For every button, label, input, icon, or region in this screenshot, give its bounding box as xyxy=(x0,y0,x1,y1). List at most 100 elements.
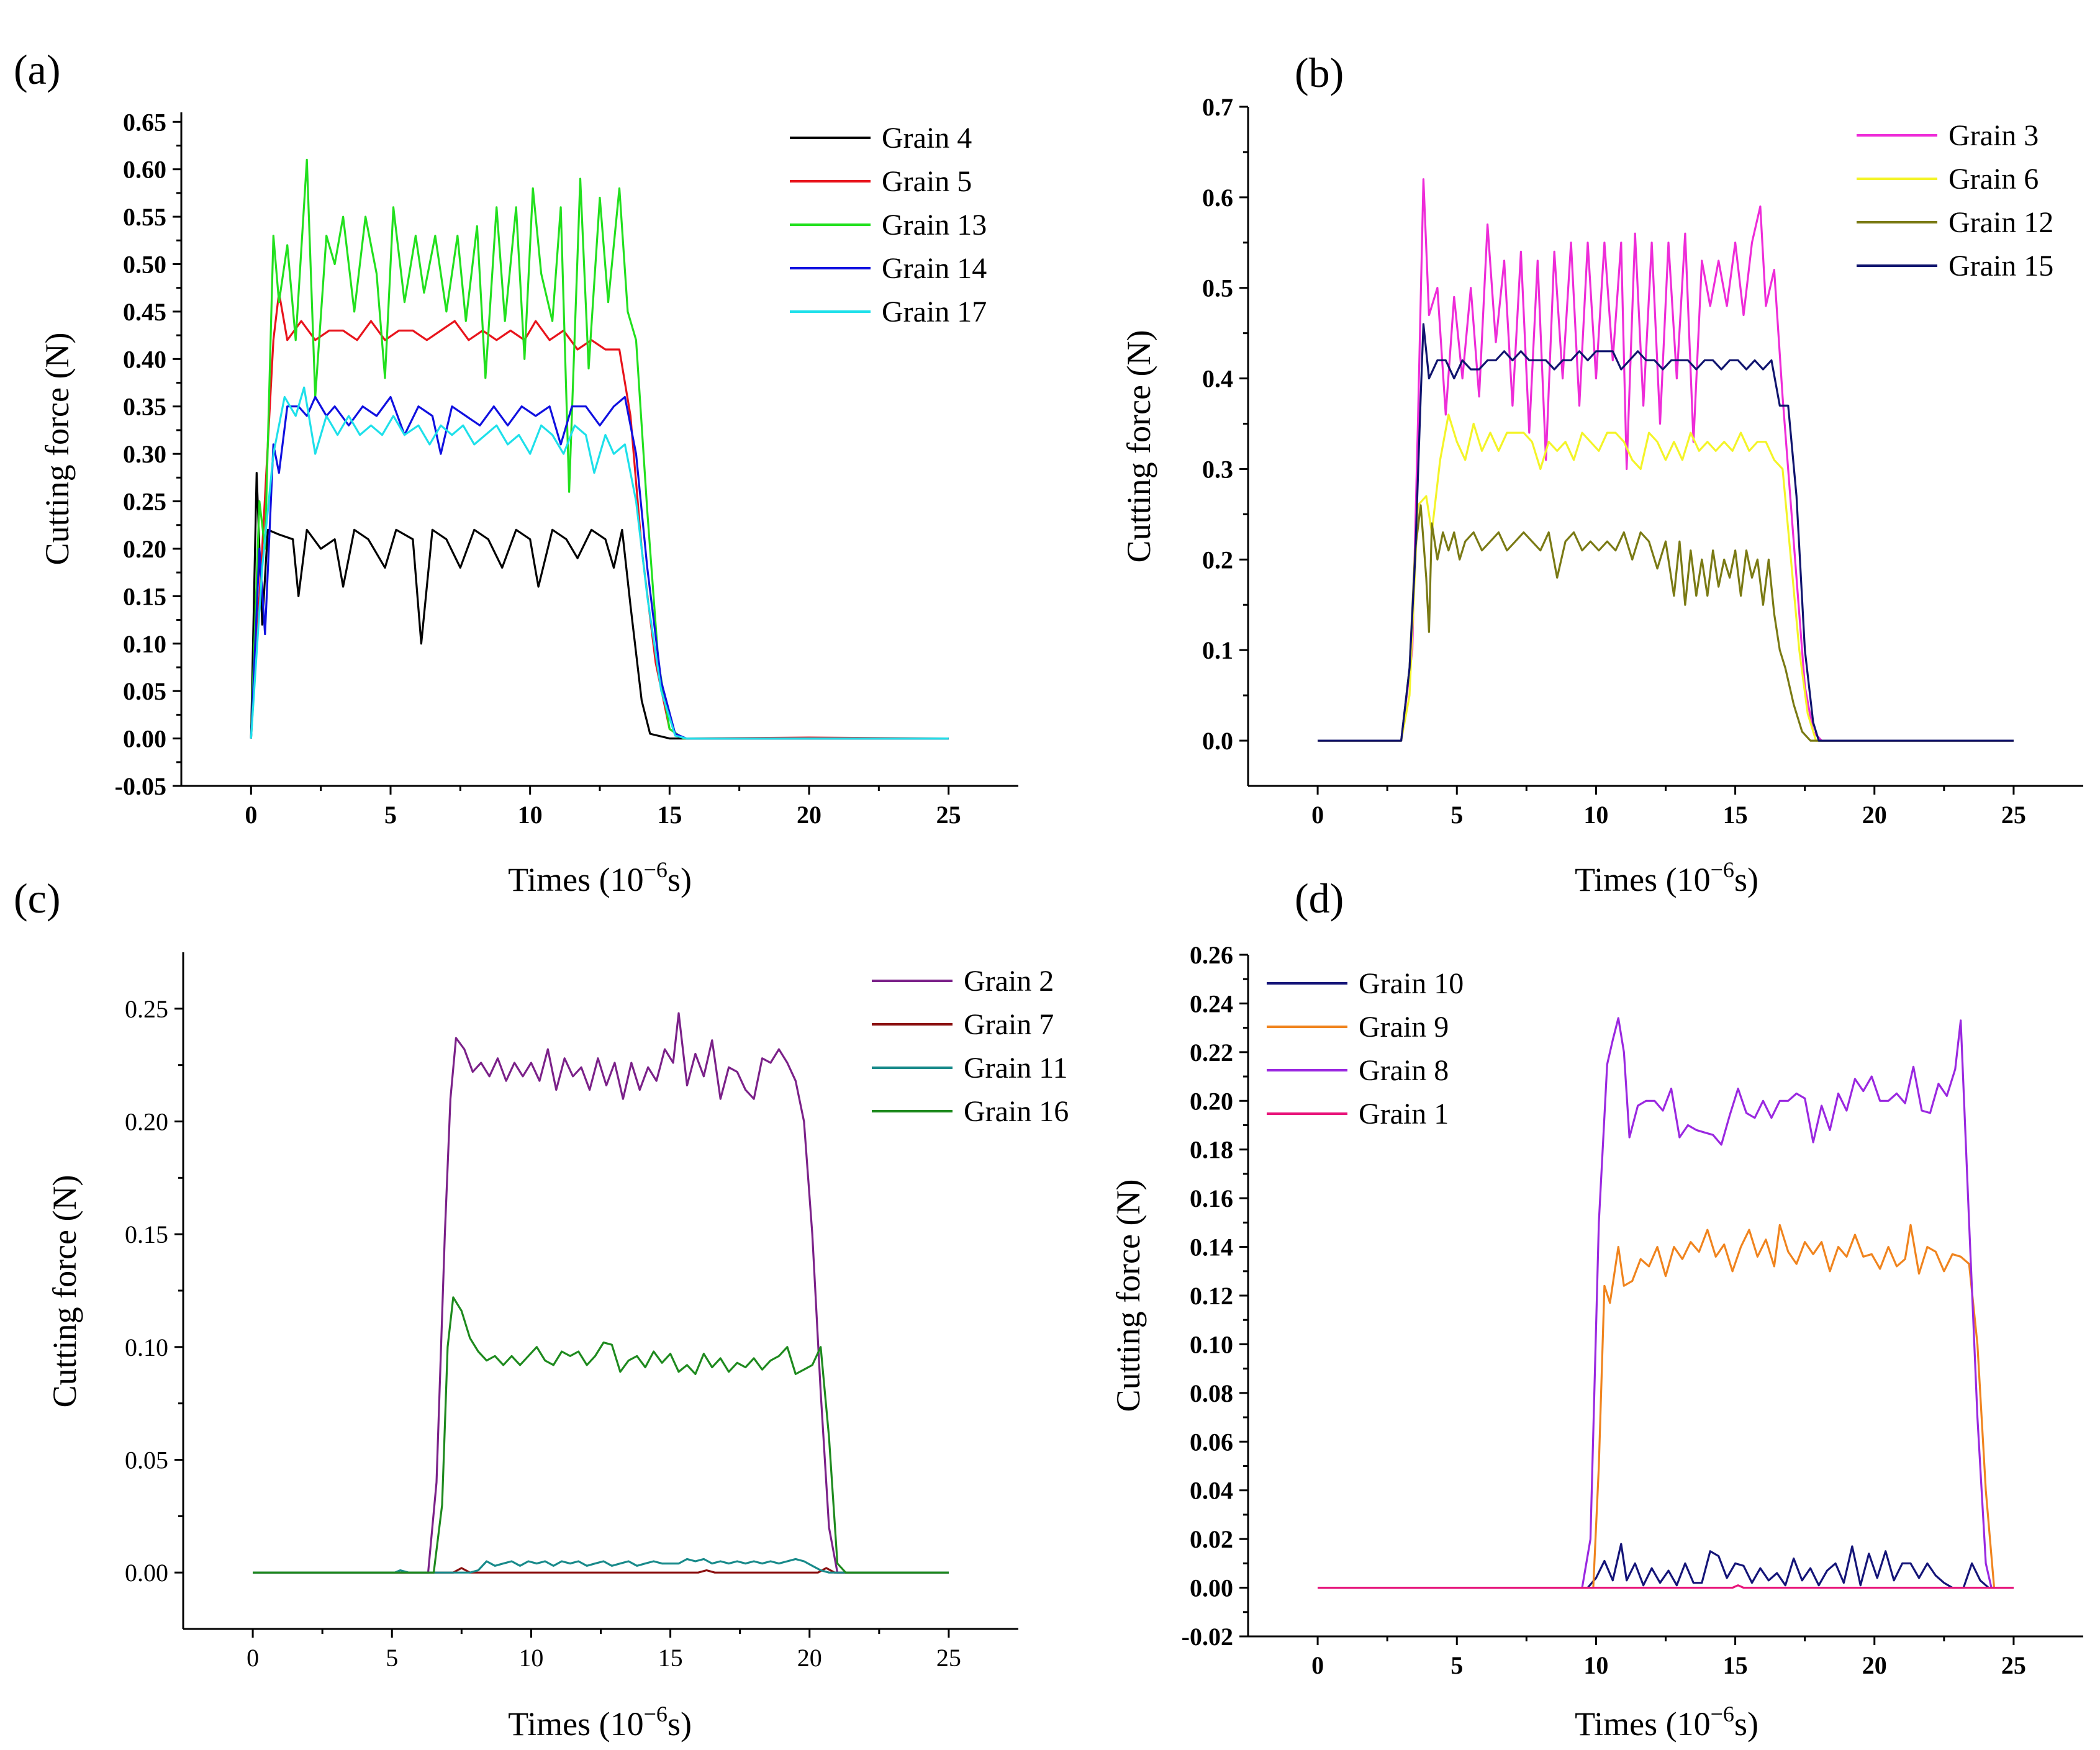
legend-label: Grain 8 xyxy=(1359,1054,1449,1087)
y-tick-label: 0.25 xyxy=(125,995,168,1023)
series-line-grain-14 xyxy=(250,395,949,740)
x-tick-label: 0 xyxy=(1311,1651,1324,1679)
y-tick-label: 0.05 xyxy=(123,677,166,705)
x-tick-label: 5 xyxy=(1451,1651,1463,1679)
y-tick-label: 0.08 xyxy=(1190,1379,1233,1407)
legend-label: Grain 11 xyxy=(964,1052,1068,1085)
panel-label: (a) xyxy=(14,46,60,93)
x-axis-title: Times (10−6s) xyxy=(1575,857,1758,898)
y-tick-label: 0.06 xyxy=(1190,1428,1233,1456)
y-tick-label: 0.55 xyxy=(123,203,166,231)
x-axis-title-unit: s) xyxy=(668,1705,692,1743)
y-tick-label: 0.7 xyxy=(1202,93,1233,121)
x-axis-title-unit: s) xyxy=(668,861,692,898)
x-tick-label: 10 xyxy=(1583,1651,1608,1679)
chart-panel-3: (c) 0 5 10 15 20 25 0.00 0.05 0.10 0.15 0.20 0.25 Cut… xyxy=(14,875,1069,1743)
y-tick-label: 0.0 xyxy=(1202,727,1233,755)
y-tick-label: 0.26 xyxy=(1190,941,1233,969)
x-axis-title: Times (10−6s) xyxy=(508,857,692,898)
y-tick-label: 0.10 xyxy=(125,1333,168,1361)
series-line-grain-7 xyxy=(253,1567,949,1574)
y-tick-label: 0.04 xyxy=(1190,1477,1233,1505)
x-tick-label: 20 xyxy=(797,801,821,829)
y-tick-label: 0.50 xyxy=(123,251,166,279)
series-line-grain-2 xyxy=(253,1012,949,1574)
series-line-grain-8 xyxy=(1318,1017,2014,1589)
y-tick-label: 0.00 xyxy=(125,1559,168,1587)
legend-label: Grain 10 xyxy=(1359,967,1464,1000)
x-tick-label: 25 xyxy=(936,1644,961,1672)
x-tick-label: 15 xyxy=(657,801,682,829)
x-tick-label: 10 xyxy=(518,801,543,829)
x-tick-label: 10 xyxy=(1583,801,1608,829)
y-tick-label: 0.45 xyxy=(123,298,166,326)
y-tick-label: 0.3 xyxy=(1202,455,1233,483)
series-line-grain-15 xyxy=(1318,323,2014,742)
x-tick-label: 15 xyxy=(658,1644,683,1672)
x-axis-title-exponent: −6 xyxy=(1711,1702,1734,1726)
x-tick-label: 0 xyxy=(1311,801,1324,829)
x-axis-title-main: Times (10 xyxy=(1575,861,1711,898)
panel-label: (c) xyxy=(14,875,60,922)
x-tick-label: 20 xyxy=(1862,1651,1887,1679)
y-tick-label: 0.4 xyxy=(1202,365,1233,393)
x-tick-label: 5 xyxy=(384,801,397,829)
y-tick-label: 0.30 xyxy=(123,440,166,468)
y-axis-title: Cutting force (N) xyxy=(1120,330,1157,563)
x-tick-label: 15 xyxy=(1723,801,1748,829)
series-line-grain-17 xyxy=(250,386,949,740)
y-tick-label: 0.15 xyxy=(123,582,166,610)
series-line-grain-6 xyxy=(1318,413,2014,742)
y-tick-label: 0.24 xyxy=(1190,990,1233,1017)
y-tick-label: 0.00 xyxy=(123,725,166,753)
x-axis-title-unit: s) xyxy=(1734,861,1758,898)
y-tick-label: 0.60 xyxy=(123,156,166,184)
series-line-grain-5 xyxy=(250,291,949,740)
series-line-grain-13 xyxy=(250,158,949,740)
series-line-grain-9 xyxy=(1318,1224,2014,1589)
x-tick-label: 15 xyxy=(1723,1651,1748,1679)
x-axis-title-exponent: −6 xyxy=(1711,857,1734,882)
x-axis-title-exponent: −6 xyxy=(644,1702,668,1726)
y-tick-label: 0.5 xyxy=(1202,274,1233,302)
x-axis-title-exponent: −6 xyxy=(644,857,668,882)
x-tick-label: 5 xyxy=(386,1644,398,1672)
y-tick-label: 0.00 xyxy=(1190,1574,1233,1602)
x-tick-label: 25 xyxy=(2001,1651,2026,1679)
series-line-grain-16 xyxy=(253,1296,949,1574)
series-line-grain-12 xyxy=(1318,504,2014,742)
legend-label: Grain 13 xyxy=(882,209,987,241)
series-line-grain-1 xyxy=(1318,1584,2014,1589)
x-axis-title-main: Times (10 xyxy=(1575,1705,1711,1743)
y-tick-label: 0.15 xyxy=(125,1220,168,1248)
x-axis-title-unit: s) xyxy=(1734,1705,1758,1743)
x-tick-label: 25 xyxy=(2001,801,2026,829)
chart-panel-2: (b) 0 5 10 15 20 25 0.0 0.1 0.2 0.3 0.4 0.5 0.6 0.7 Cut… xyxy=(1120,49,2083,898)
legend-label: Grain 3 xyxy=(1948,119,2039,152)
y-tick-label: 0.1 xyxy=(1202,636,1233,664)
x-axis-title-main: Times (10 xyxy=(508,1705,644,1743)
panel-label: (d) xyxy=(1295,875,1344,922)
y-tick-label: 0.20 xyxy=(1190,1087,1233,1115)
legend-label: Grain 17 xyxy=(882,295,987,328)
panel-label: (b) xyxy=(1295,49,1344,96)
y-axis-title: Cutting force (N) xyxy=(46,1175,83,1408)
y-tick-label: 0.05 xyxy=(125,1446,168,1474)
y-tick-label: 0.20 xyxy=(125,1108,168,1136)
x-tick-label: 20 xyxy=(797,1644,822,1672)
x-tick-label: 25 xyxy=(936,801,961,829)
legend-label: Grain 6 xyxy=(1948,163,2039,196)
y-tick-label: 0.16 xyxy=(1190,1184,1233,1212)
chart-panel-1: (a) 0 5 10 15 20 25 -0.05 0.00 0.05 0.10 0.15 0.20 0.… xyxy=(14,46,1018,898)
chart-panel-4: (d) 0 5 10 15 20 25 -0.02 0.00 0.02 0.04 0.06 0.08 0.… xyxy=(1110,875,2083,1743)
series-line-grain-11 xyxy=(253,1558,949,1574)
legend-label: Grain 15 xyxy=(1948,250,2053,282)
y-tick-label: 0.12 xyxy=(1190,1282,1233,1310)
legend-label: Grain 2 xyxy=(964,965,1054,998)
x-axis-title: Times (10−6s) xyxy=(508,1702,692,1743)
series-line-grain-4 xyxy=(250,472,949,740)
y-tick-label: 0.35 xyxy=(123,393,166,421)
y-tick-label: 0.14 xyxy=(1190,1234,1233,1261)
legend-label: Grain 12 xyxy=(1948,206,2053,239)
y-tick-label: -0.02 xyxy=(1182,1623,1233,1651)
